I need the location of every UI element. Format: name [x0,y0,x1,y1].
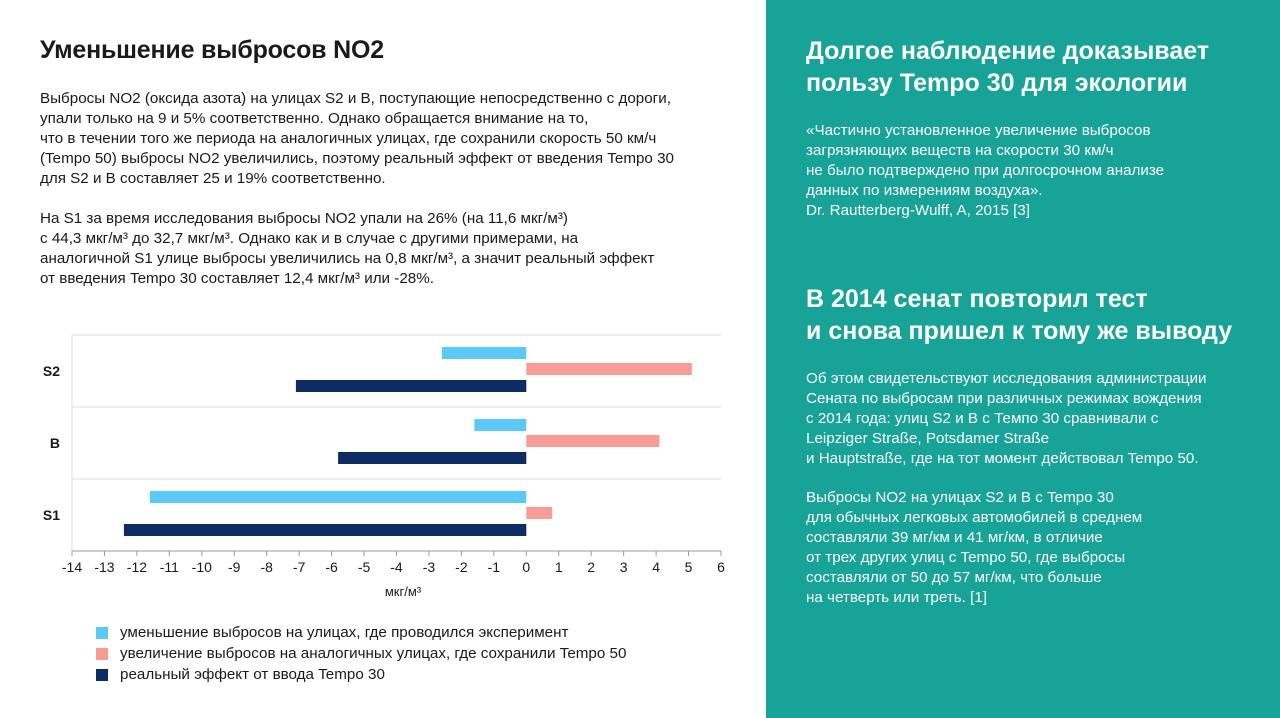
bar [526,435,660,447]
text-line: Об этом свидетельствуют исследования адм… [806,370,1207,387]
bar [123,524,527,536]
x-tick-label: 1 [555,559,563,575]
x-tick-label: -3 [423,559,436,575]
text-line: составляли от 50 до 57 мг/км, что больше [806,569,1102,586]
bar [149,491,527,503]
category-label: B [50,435,60,451]
text-line: что в течении того же периода на аналоги… [40,130,657,147]
x-tick-label: -9 [228,559,241,575]
text-line: На S1 за время исследования выбросы NO2 … [40,210,568,227]
text-line: (Tempo 50) выбросы NO2 увеличились, поэт… [40,150,674,167]
legend-swatch [96,626,108,639]
legend-item-increase: увеличение выбросов на аналогичных улица… [96,643,626,664]
legend-label: уменьшение выбросов на улицах, где прово… [120,624,569,641]
x-tick-label: 3 [620,559,628,575]
text-line: с 2014 года: улиц S2 и B с Темпо 30 срав… [806,410,1159,427]
text-line: на четверть или треть. [1] [806,589,987,606]
heading-line: Долгое наблюдение доказывает [806,37,1210,65]
text-line: с 44,3 мкг/м³ до 32,7 мкг/м³. Однако как… [40,230,579,247]
section-heading: Долгое наблюдение доказывает пользу Temp… [806,35,1209,99]
x-tick-label: -5 [358,559,371,575]
text-line: упали только на 9 и 5% соответственно. О… [40,110,589,127]
category-label: S2 [43,363,60,379]
text-line: Сената по выбросам при различных режимах… [806,390,1202,407]
emissions-bar-chart: -14 -13 -12 -11 -10 -9 -8 -7 -6 -5 -4 -3 -2 -1 0 1 2 3 4 5 6… [43,334,725,599]
legend-swatch [96,647,108,660]
text-line: для обычных легковых автомобилей в средн… [806,509,1143,526]
text-line: для S2 и B составляет 25 и 19% соответст… [40,170,386,187]
left-panel: Уменьшение выбросов NO2 Выбросы NO2 (окс… [40,36,740,685]
x-tick-label: 0 [522,559,530,575]
heading-line: В 2014 сенат повторил тест [806,285,1148,313]
bar [441,347,527,359]
x-tick-label: -8 [260,559,273,575]
text-line: аналогичной S1 улице выбросы увеличились… [40,250,655,267]
text-line: составляли 39 мг/км и 41 мг/км, в отличи… [806,529,1103,546]
x-tick-label: -1 [488,559,501,575]
bar [295,380,527,392]
x-tick-label: -12 [127,559,147,575]
emissions-paragraph: Выбросы NO2 на улицах S2 и B с Tempo 30 … [806,488,1142,608]
x-axis-label: мкг/м³ [385,584,422,599]
text-line: Выбросы NO2 на улицах S2 и B с Tempo 30 [806,489,1114,506]
legend-swatch [96,668,108,681]
text-line: Dr. Rautterberg-Wulff, A, 2015 [3] [806,202,1030,219]
text-line: и Hauptstraße, где на тот момент действо… [806,450,1199,467]
text-line: Выбросы NO2 (оксида азота) на улицах S2 … [40,90,671,107]
text-line: от введения Tempo 30 составляет 12,4 мкг… [40,270,434,287]
heading-line: пользу Tempo 30 для экологии [806,69,1188,97]
x-tick-label: 6 [717,559,725,575]
intro-paragraph: Выбросы NO2 (оксида азота) на улицах S2 … [40,89,740,189]
x-tick-label: -13 [94,559,114,575]
legend-label: реальный эффект от ввода Tempo 30 [120,666,385,683]
text-line: данных по измерениям воздуха». [806,182,1043,199]
text-line: загрязняющих веществ на скорости 30 км/ч [806,142,1114,159]
x-tick-label: -10 [192,559,212,575]
text-line: от трех других улиц с Tempo 50, где выбр… [806,549,1126,566]
bar [474,419,527,431]
legend-item-effect: реальный эффект от ввода Tempo 30 [96,664,626,685]
bar [338,452,527,464]
bar [526,507,553,519]
category-label: S1 [43,507,60,523]
senate-paragraph: Об этом свидетельствуют исследования адм… [806,369,1206,469]
quote-block: «Частично установленное увеличение выбро… [806,121,1164,221]
chart-legend: уменьшение выбросов на улицах, где прово… [96,622,626,685]
legend-item-reduction: уменьшение выбросов на улицах, где прово… [96,622,626,643]
x-tick-label: -6 [325,559,338,575]
section-heading: В 2014 сенат повторил тест и снова прише… [806,283,1232,347]
x-tick-label: -4 [390,559,403,575]
heading-line: и снова пришел к тому же выводу [806,317,1233,345]
legend-label: увеличение выбросов на аналогичных улица… [120,645,627,662]
bar [526,363,692,375]
x-tick-label: -14 [62,559,82,575]
text-line: не было подтверждено при долгосрочном ан… [806,162,1165,179]
x-tick-label: -2 [455,559,468,575]
page-title: Уменьшение выбросов NO2 [40,36,384,64]
x-tick-label: -7 [293,559,306,575]
text-line: «Частично установленное увеличение выбро… [806,122,1151,139]
x-tick-label: -11 [160,559,179,575]
x-tick-label: 2 [587,559,595,575]
s1-paragraph: На S1 за время исследования выбросы NO2 … [40,209,740,289]
text-line: Leipziger Straße, Potsdamer Straße [806,430,1050,447]
right-panel: Долгое наблюдение доказывает пользу Temp… [766,0,1280,718]
x-tick-label: 5 [685,559,693,575]
x-tick-label: 4 [652,559,660,575]
